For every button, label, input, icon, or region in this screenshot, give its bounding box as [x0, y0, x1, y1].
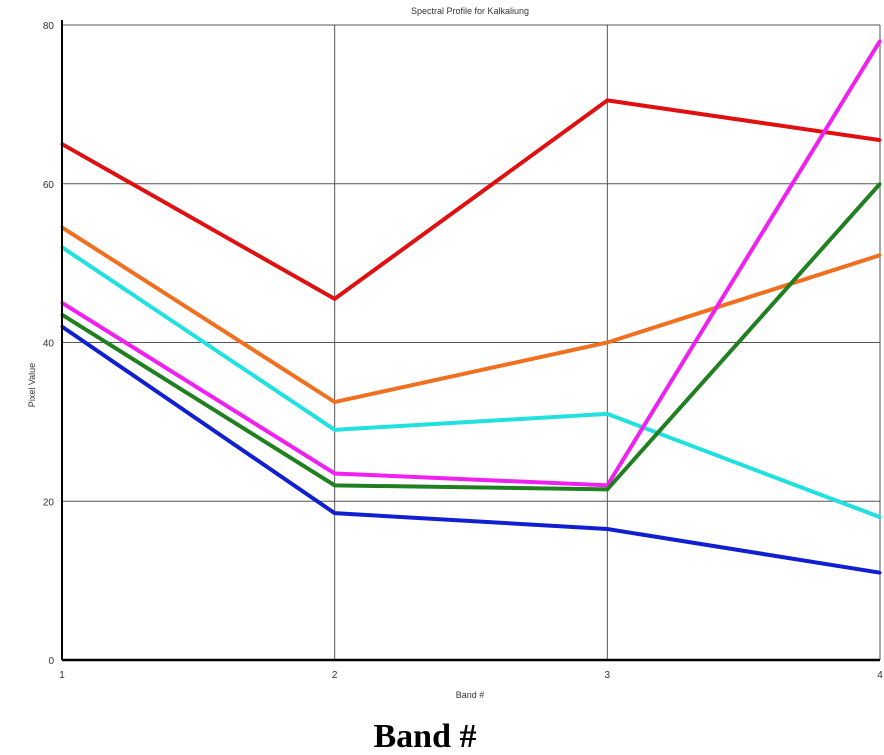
axes [61, 20, 880, 662]
x-tick-label: 1 [59, 670, 65, 681]
data-point [333, 400, 337, 404]
data-point [605, 98, 609, 102]
y-tick-label: 60 [43, 180, 55, 191]
series-line-3 [60, 245, 881, 519]
data-point [878, 138, 882, 142]
y-tick-label: 0 [48, 656, 54, 667]
series-line-2 [60, 225, 881, 405]
x-tick-label: 2 [332, 670, 338, 681]
grid-lines [61, 24, 881, 660]
data-point [878, 182, 882, 186]
data-point [605, 487, 609, 491]
x-axis-label: Band # [456, 690, 485, 700]
data-point [333, 297, 337, 301]
data-point [605, 341, 609, 344]
x-tick-label: 4 [877, 670, 883, 681]
y-tick-label: 20 [43, 497, 55, 508]
data-point [878, 253, 882, 257]
data-point [878, 515, 882, 519]
series-line-6 [60, 324, 881, 575]
data-point [878, 39, 882, 43]
y-tick-label: 40 [43, 339, 55, 350]
data-point [333, 428, 337, 432]
tick-labels: 0 20 40 60 80 1 2 3 4 [43, 21, 883, 681]
data-point [333, 483, 337, 487]
band-caption: Band # [374, 718, 477, 755]
chart-title: Spectral Profile for Kalkaliung [411, 6, 529, 16]
y-axis-label: Pixel Value [27, 363, 37, 407]
series-line-1 [61, 98, 881, 302]
series-line-5 [60, 182, 882, 492]
data-point [605, 527, 609, 531]
data-point [333, 511, 337, 515]
x-tick-label: 3 [605, 670, 611, 681]
series-lines [60, 39, 882, 575]
y-tick-label: 80 [43, 21, 55, 32]
data-point [605, 412, 609, 416]
series-line-4 [60, 39, 882, 488]
data-point [333, 471, 337, 475]
data-point [878, 571, 882, 575]
